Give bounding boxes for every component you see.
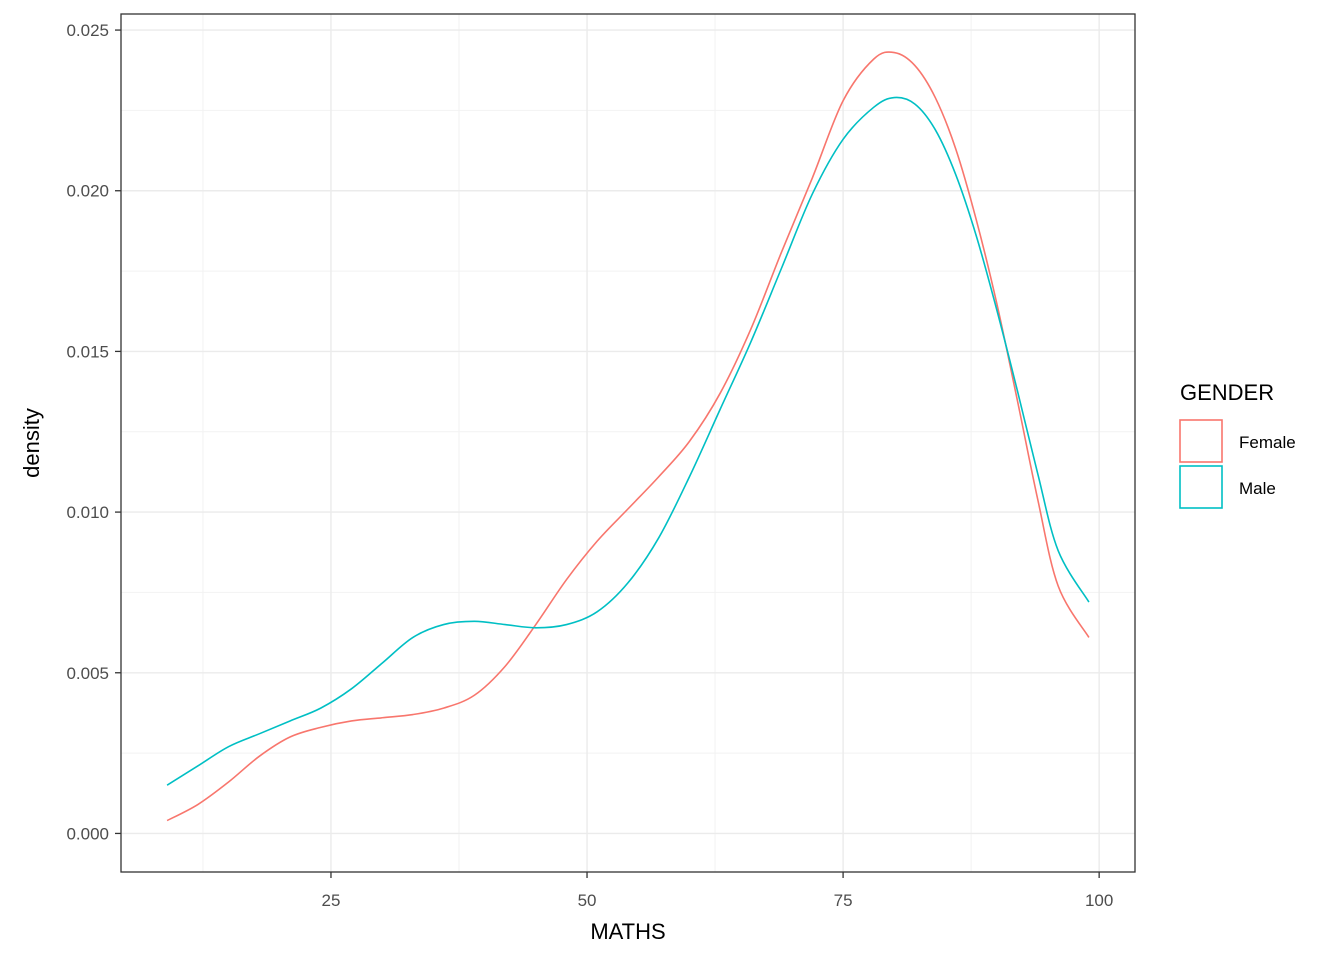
legend-label-male: Male [1239,479,1276,498]
legend-key-male [1179,465,1223,509]
y-tick-label: 0.025 [66,21,109,40]
x-tick-label: 75 [834,891,853,910]
y-tick-label: 0.000 [66,824,109,843]
x-tick-label: 50 [578,891,597,910]
y-tick-label: 0.010 [66,503,109,522]
y-tick-label: 0.020 [66,182,109,201]
x-tick-label: 100 [1085,891,1113,910]
legend-entries: Female Male [1179,419,1296,509]
x-axis-title: MATHS [590,919,665,944]
legend: GENDER Female Male [1179,380,1296,509]
y-tick-label: 0.015 [66,342,109,361]
y-axis-title: density [19,408,44,478]
density-lines [166,51,1090,822]
legend-title: GENDER [1180,380,1274,405]
axis-ticks [115,29,1100,878]
plot-background [121,14,1135,872]
legend-key-female [1179,419,1223,463]
axis-tick-labels: 25 50 75 100 0.000 0.005 0.010 0.015 0.020 0.025 [66,21,1113,910]
y-tick-label: 0.005 [66,664,109,683]
grid-lines [121,14,1135,872]
density-line-male [166,96,1090,786]
plot-border [120,13,1136,873]
x-tick-label: 25 [322,891,341,910]
legend-label-female: Female [1239,433,1296,452]
density-line-female [166,51,1090,822]
